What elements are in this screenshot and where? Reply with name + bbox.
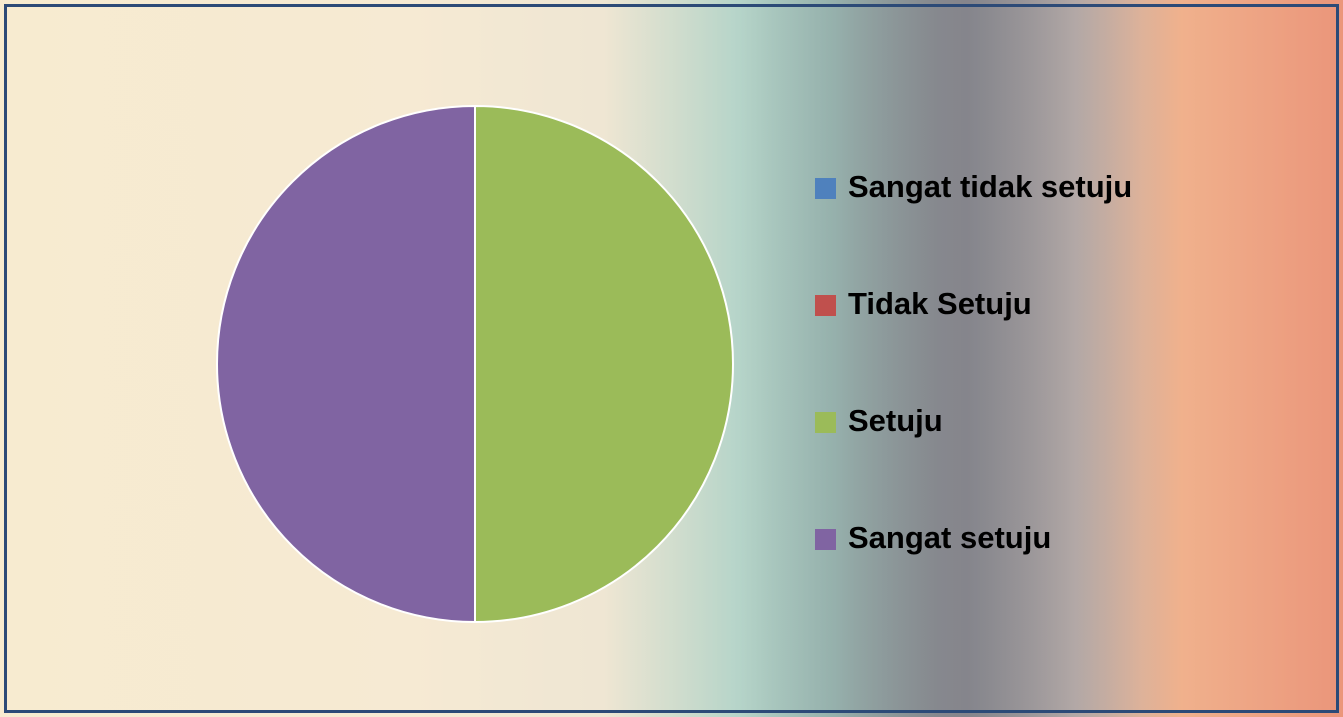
legend-swatch xyxy=(815,412,836,433)
legend-label: Sangat tidak setuju xyxy=(848,169,1132,204)
pie-slice xyxy=(475,106,733,622)
pie-slice xyxy=(217,106,475,622)
legend-label: Tidak Setuju xyxy=(848,286,1032,321)
legend-label: Setuju xyxy=(848,403,943,438)
slide: Sangat tidak setuju Tidak Setuju Setuju San… xyxy=(0,0,1343,717)
legend-swatch xyxy=(815,178,836,199)
chart: Sangat tidak setuju Tidak Setuju Setuju San… xyxy=(0,0,1343,717)
legend-label: Sangat setuju xyxy=(848,520,1051,555)
legend-swatch xyxy=(815,295,836,316)
legend-swatch xyxy=(815,529,836,550)
